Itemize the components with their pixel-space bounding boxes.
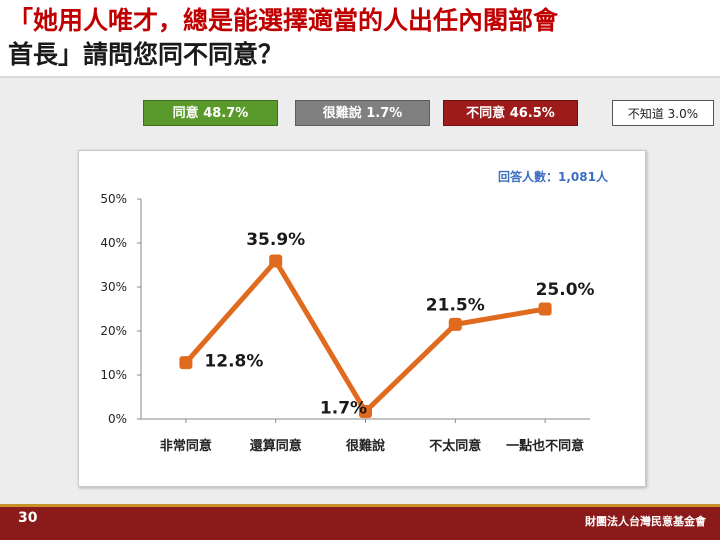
y-tick-label: 40%	[100, 236, 127, 250]
x-category-label: 一點也不同意	[506, 438, 584, 454]
data-point	[269, 254, 283, 268]
data-label: 1.7%	[320, 399, 367, 419]
disagree-summary-badge: 不同意 46.5%	[443, 100, 578, 126]
x-category-label: 還算同意	[250, 438, 302, 454]
data-label: 35.9%	[246, 230, 305, 250]
data-point	[538, 302, 552, 316]
y-tick-label: 50%	[100, 192, 127, 206]
title-divider	[0, 76, 720, 78]
x-category-label: 非常同意	[160, 438, 212, 454]
series-line	[183, 258, 548, 415]
data-label: 21.5%	[426, 295, 485, 315]
chart-frame	[78, 150, 646, 487]
title-line-1: 「她用人唯才，總是能選擇適當的人出任內閣部會	[8, 6, 559, 35]
y-tick-label: 10%	[100, 368, 127, 382]
title-line-2: 首長」請問您同不同意？	[8, 40, 284, 69]
agree-summary-badge: 同意 48.7%	[143, 100, 278, 126]
data-label: 25.0%	[536, 280, 595, 300]
y-tick-label: 0%	[108, 412, 127, 426]
footer-bar	[0, 504, 720, 540]
data-label: 12.8%	[204, 352, 263, 372]
unknown-summary-badge: 不知道 3.0%	[612, 100, 714, 126]
hard-to-say-summary-badge: 很難說 1.7%	[295, 100, 430, 126]
y-tick-label: 30%	[100, 280, 127, 294]
organization-name: 財團法人台灣民意基金會	[585, 515, 706, 528]
sample-size-annotation: 回答人數：1,081人	[498, 170, 608, 184]
page-number: 30	[18, 510, 38, 526]
x-category-label: 很難說	[346, 438, 385, 454]
x-category-label: 不太同意	[429, 438, 481, 454]
slide-title: 「她用人唯才，總是能選擇適當的人出任內閣部會 首長」請問您同不同意？	[8, 4, 712, 72]
data-point	[179, 356, 193, 370]
data-point	[359, 405, 372, 419]
data-point	[448, 317, 462, 331]
y-tick-label: 20%	[100, 324, 127, 338]
